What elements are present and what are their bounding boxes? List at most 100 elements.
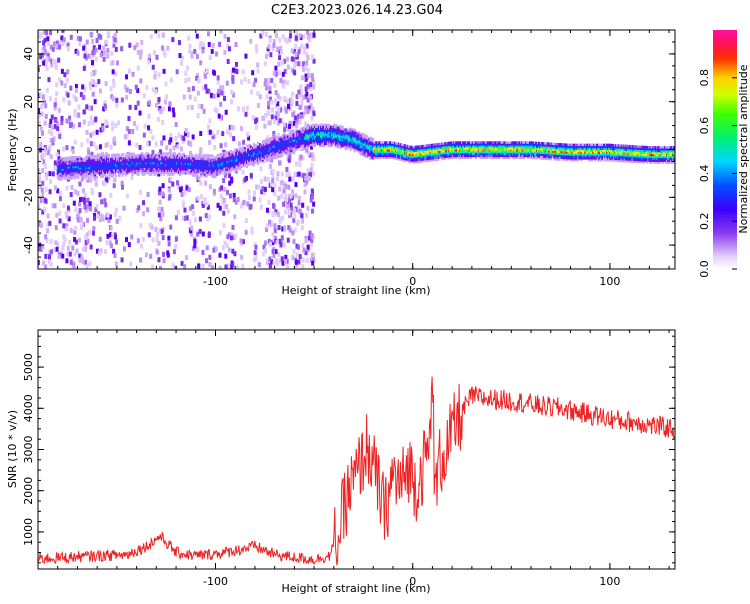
heatmap-cell xyxy=(276,101,280,107)
heatmap-cell xyxy=(172,173,175,176)
heatmap-cell xyxy=(156,116,160,122)
heatmap-cell xyxy=(271,231,275,237)
heatmap-cell xyxy=(106,47,110,53)
heatmap-cell xyxy=(300,99,304,105)
heatmap-cell xyxy=(172,249,176,255)
heatmap-cell xyxy=(263,176,267,182)
heatmap-cell xyxy=(274,135,277,138)
heatmap-cell xyxy=(110,121,114,127)
heatmap-cell xyxy=(291,230,295,236)
heatmap-cell xyxy=(311,260,315,266)
heatmap-cell xyxy=(88,81,92,87)
heatmap-cell xyxy=(112,42,116,48)
heatmap-cell xyxy=(253,250,257,256)
heatmap-cell xyxy=(301,264,305,269)
heatmap-cell xyxy=(60,68,64,74)
heatmap-cell xyxy=(90,151,94,157)
heatmap-cell xyxy=(169,137,173,143)
heatmap-cell xyxy=(241,69,245,75)
heatmap-cell xyxy=(148,222,152,228)
heatmap-cell xyxy=(72,263,76,269)
heatmap-cell xyxy=(162,135,166,141)
heatmap-cell xyxy=(95,203,99,209)
heatmap-cell xyxy=(81,188,85,194)
heatmap-cell xyxy=(297,93,301,99)
heatmap-cell xyxy=(155,171,158,174)
heatmap-cell xyxy=(69,85,73,91)
heatmap-cell xyxy=(250,226,254,232)
heatmap-cell xyxy=(183,207,187,213)
heatmap-cell xyxy=(78,253,82,259)
heatmap-cell xyxy=(106,154,109,157)
heatmap-cell xyxy=(62,37,66,43)
heatmap-cell xyxy=(197,78,201,84)
heatmap-cell xyxy=(369,157,372,161)
heatmap-cell xyxy=(208,156,211,159)
heatmap-cell xyxy=(309,82,313,88)
heatmap-cell xyxy=(190,153,193,156)
heatmap-cell xyxy=(59,250,63,256)
heatmap-cell xyxy=(38,184,41,190)
heatmap-cell xyxy=(269,52,273,58)
heatmap-cell xyxy=(59,40,63,46)
heatmap-cell xyxy=(288,172,292,178)
heatmap-cell xyxy=(52,247,56,253)
heatmap-cell xyxy=(200,104,204,110)
heatmap-cell xyxy=(288,154,292,160)
heatmap-cell xyxy=(229,235,233,241)
heatmap-cell xyxy=(348,127,351,130)
heatmap-cell xyxy=(89,132,93,138)
heatmap-cell xyxy=(193,96,197,102)
heatmap-cell xyxy=(334,145,337,148)
heatmap-cell xyxy=(249,89,253,95)
heatmap-cell xyxy=(241,169,245,175)
heatmap-cell xyxy=(220,152,223,156)
heatmap-cell xyxy=(74,207,78,213)
heatmap-cell xyxy=(243,76,247,82)
heatmap-cell xyxy=(130,154,133,157)
heatmap-cell xyxy=(204,180,208,186)
heatmap-cell xyxy=(196,195,200,201)
heatmap-cell xyxy=(91,60,95,66)
heatmap-cell xyxy=(295,54,299,60)
heatmap-cell xyxy=(207,231,211,237)
heatmap-cell xyxy=(233,68,237,74)
heatmap-cell xyxy=(299,154,303,160)
heatmap-cell xyxy=(265,227,269,233)
heatmap-cell xyxy=(85,232,89,238)
heatmap-cell xyxy=(74,48,78,54)
heatmap-cell xyxy=(263,186,267,192)
heatmap-cell xyxy=(97,250,101,256)
heatmap-cell xyxy=(286,56,290,62)
heatmap-cell xyxy=(57,253,61,259)
heatmap-cell xyxy=(296,117,300,123)
heatmap-cell xyxy=(183,190,187,196)
heatmap-cell xyxy=(225,243,229,249)
heatmap-cell xyxy=(54,64,58,70)
heatmap-cell xyxy=(39,198,43,204)
heatmap-cell xyxy=(95,37,99,43)
heatmap-cell xyxy=(114,207,118,213)
heatmap-cell xyxy=(198,44,202,50)
heatmap-cell xyxy=(80,176,84,182)
heatmap-cell xyxy=(120,184,124,190)
heatmap-cell xyxy=(67,118,71,124)
heatmap-cell xyxy=(102,56,106,62)
heatmap-cell xyxy=(208,214,212,220)
heatmap-cell xyxy=(109,61,113,67)
heatmap-cell xyxy=(39,92,43,98)
heatmap-cell xyxy=(157,206,161,212)
heatmap-cell xyxy=(78,257,82,263)
heatmap-cell xyxy=(157,171,161,177)
heatmap-cell xyxy=(158,227,162,233)
heatmap-cell xyxy=(305,52,309,58)
heatmap-cell xyxy=(216,79,220,85)
heatmap-cell xyxy=(290,151,293,154)
heatmap-cell xyxy=(103,181,107,187)
heatmap-cell xyxy=(218,230,222,236)
heatmap-cell xyxy=(38,113,41,119)
heatmap-cell xyxy=(273,154,276,158)
heatmap-cell xyxy=(108,214,112,220)
heatmap-cell xyxy=(223,204,227,210)
heatmap-cell xyxy=(220,172,223,175)
